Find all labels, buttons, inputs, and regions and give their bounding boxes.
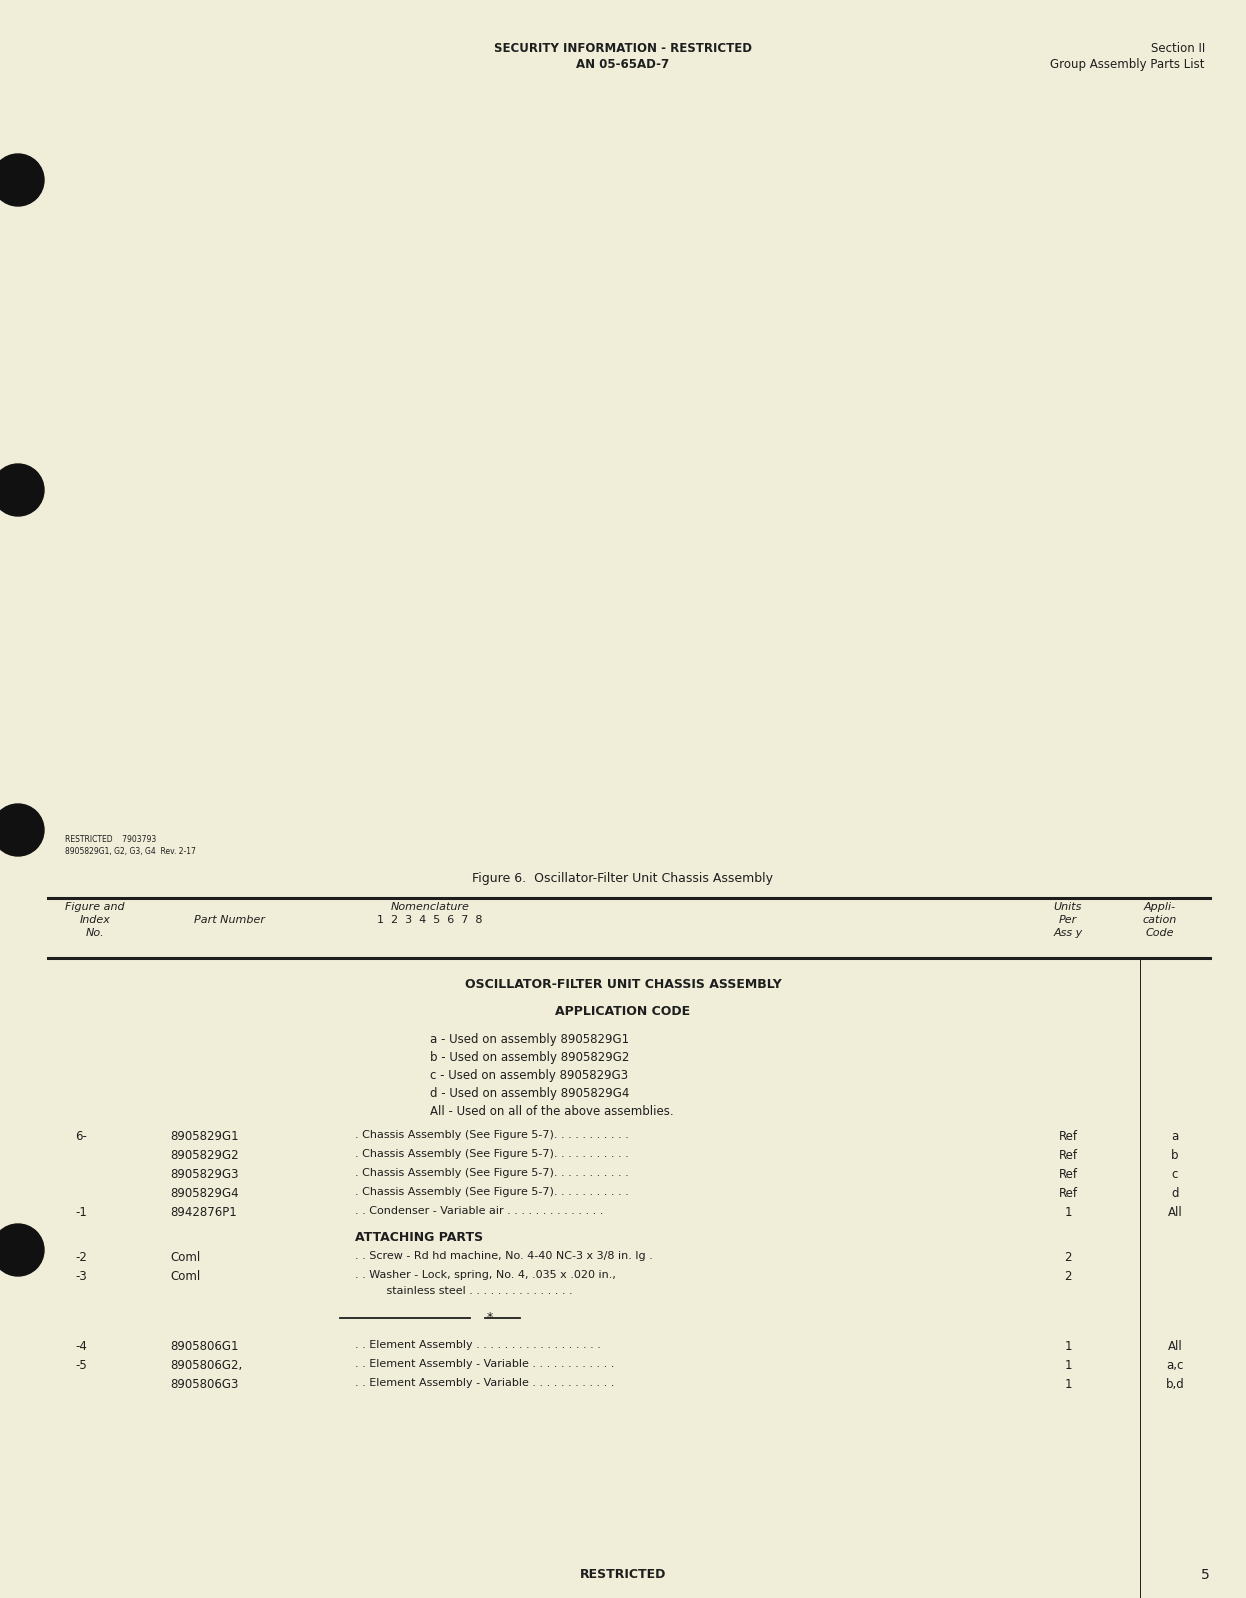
Text: APPLICATION CODE: APPLICATION CODE <box>556 1005 690 1018</box>
Text: 8905829G1: 8905829G1 <box>169 1130 239 1143</box>
Text: SECURITY INFORMATION - RESTRICTED: SECURITY INFORMATION - RESTRICTED <box>493 42 753 54</box>
Text: -3: -3 <box>75 1270 87 1283</box>
Text: stainless steel . . . . . . . . . . . . . . .: stainless steel . . . . . . . . . . . . … <box>355 1286 573 1296</box>
Text: . Chassis Assembly (See Figure 5-7). . . . . . . . . . .: . Chassis Assembly (See Figure 5-7). . .… <box>355 1149 629 1159</box>
Text: Coml: Coml <box>169 1251 201 1264</box>
Text: 8905829G2: 8905829G2 <box>169 1149 239 1162</box>
Text: 5: 5 <box>1201 1568 1210 1582</box>
Text: Section II: Section II <box>1151 42 1205 54</box>
Text: 1: 1 <box>1064 1377 1072 1390</box>
Text: Code: Code <box>1146 928 1174 938</box>
Text: b - Used on assembly 8905829G2: b - Used on assembly 8905829G2 <box>430 1051 629 1064</box>
Text: Index: Index <box>80 916 111 925</box>
Text: OSCILLATOR-FILTER UNIT CHASSIS ASSEMBLY: OSCILLATOR-FILTER UNIT CHASSIS ASSEMBLY <box>465 978 781 991</box>
Text: c - Used on assembly 8905829G3: c - Used on assembly 8905829G3 <box>430 1069 628 1082</box>
Text: All: All <box>1168 1206 1182 1219</box>
Circle shape <box>0 153 44 206</box>
Text: Ref: Ref <box>1059 1168 1078 1181</box>
Text: 1: 1 <box>1064 1206 1072 1219</box>
Text: a - Used on assembly 8905829G1: a - Used on assembly 8905829G1 <box>430 1032 629 1047</box>
Text: 6-: 6- <box>75 1130 87 1143</box>
Text: c: c <box>1171 1168 1179 1181</box>
Text: Per: Per <box>1059 916 1077 925</box>
Text: 8905829G1, G2, G3, G4  Rev. 2-17: 8905829G1, G2, G3, G4 Rev. 2-17 <box>65 847 196 857</box>
Text: Ref: Ref <box>1059 1187 1078 1200</box>
Text: . Chassis Assembly (See Figure 5-7). . . . . . . . . . .: . Chassis Assembly (See Figure 5-7). . .… <box>355 1168 629 1178</box>
Text: Units: Units <box>1054 901 1083 912</box>
Text: . Chassis Assembly (See Figure 5-7). . . . . . . . . . .: . Chassis Assembly (See Figure 5-7). . .… <box>355 1130 629 1139</box>
Text: . . Element Assembly - Variable . . . . . . . . . . . .: . . Element Assembly - Variable . . . . … <box>355 1377 614 1389</box>
Circle shape <box>0 463 44 516</box>
Text: Figure 6.  Oscillator-Filter Unit Chassis Assembly: Figure 6. Oscillator-Filter Unit Chassis… <box>472 873 774 885</box>
Text: . . Element Assembly - Variable . . . . . . . . . . . .: . . Element Assembly - Variable . . . . … <box>355 1358 614 1369</box>
Text: 1: 1 <box>1064 1341 1072 1354</box>
Text: -2: -2 <box>75 1251 87 1264</box>
Text: 1  2  3  4  5  6  7  8: 1 2 3 4 5 6 7 8 <box>378 916 482 925</box>
Text: 8942876P1: 8942876P1 <box>169 1206 237 1219</box>
Text: Ass y: Ass y <box>1053 928 1083 938</box>
Text: 8905806G2,: 8905806G2, <box>169 1358 242 1373</box>
Text: b,d: b,d <box>1165 1377 1185 1390</box>
Text: ATTACHING PARTS: ATTACHING PARTS <box>355 1230 483 1243</box>
Text: a,c: a,c <box>1166 1358 1184 1373</box>
Text: . . Screw - Rd hd machine, No. 4-40 NC-3 x 3/8 in. lg .: . . Screw - Rd hd machine, No. 4-40 NC-3… <box>355 1251 653 1261</box>
Text: Appli-: Appli- <box>1144 901 1176 912</box>
Text: RESTRICTED: RESTRICTED <box>579 1568 667 1580</box>
Text: AN 05-65AD-7: AN 05-65AD-7 <box>577 58 669 70</box>
Text: RESTRICTED    7903793: RESTRICTED 7903793 <box>65 836 156 844</box>
Text: Group Assembly Parts List: Group Assembly Parts List <box>1050 58 1205 70</box>
Text: cation: cation <box>1143 916 1177 925</box>
Circle shape <box>0 1224 44 1275</box>
Text: d - Used on assembly 8905829G4: d - Used on assembly 8905829G4 <box>430 1087 629 1099</box>
Text: Figure and: Figure and <box>65 901 125 912</box>
Text: 8905829G4: 8905829G4 <box>169 1187 239 1200</box>
Text: a: a <box>1171 1130 1179 1143</box>
Text: d: d <box>1171 1187 1179 1200</box>
Text: All: All <box>1168 1341 1182 1354</box>
Text: *: * <box>487 1310 493 1325</box>
Text: . Chassis Assembly (See Figure 5-7). . . . . . . . . . .: . Chassis Assembly (See Figure 5-7). . .… <box>355 1187 629 1197</box>
Text: Ref: Ref <box>1059 1130 1078 1143</box>
Text: . . Condenser - Variable air . . . . . . . . . . . . . .: . . Condenser - Variable air . . . . . .… <box>355 1206 603 1216</box>
Text: b: b <box>1171 1149 1179 1162</box>
Text: 8905806G3: 8905806G3 <box>169 1377 238 1390</box>
Text: . . Element Assembly . . . . . . . . . . . . . . . . . .: . . Element Assembly . . . . . . . . . .… <box>355 1341 601 1350</box>
Text: Nomenclature: Nomenclature <box>390 901 470 912</box>
Text: 2: 2 <box>1064 1251 1072 1264</box>
Text: 2: 2 <box>1064 1270 1072 1283</box>
Text: 8905806G1: 8905806G1 <box>169 1341 238 1354</box>
Text: -4: -4 <box>75 1341 87 1354</box>
Text: No.: No. <box>86 928 105 938</box>
Text: Coml: Coml <box>169 1270 201 1283</box>
Text: Part Number: Part Number <box>194 916 265 925</box>
Text: -1: -1 <box>75 1206 87 1219</box>
Text: Ref: Ref <box>1059 1149 1078 1162</box>
Text: 8905829G3: 8905829G3 <box>169 1168 238 1181</box>
Text: 1: 1 <box>1064 1358 1072 1373</box>
Circle shape <box>0 804 44 857</box>
Text: -5: -5 <box>75 1358 87 1373</box>
Text: . . Washer - Lock, spring, No. 4, .035 x .020 in.,: . . Washer - Lock, spring, No. 4, .035 x… <box>355 1270 616 1280</box>
Text: All - Used on all of the above assemblies.: All - Used on all of the above assemblie… <box>430 1104 674 1119</box>
